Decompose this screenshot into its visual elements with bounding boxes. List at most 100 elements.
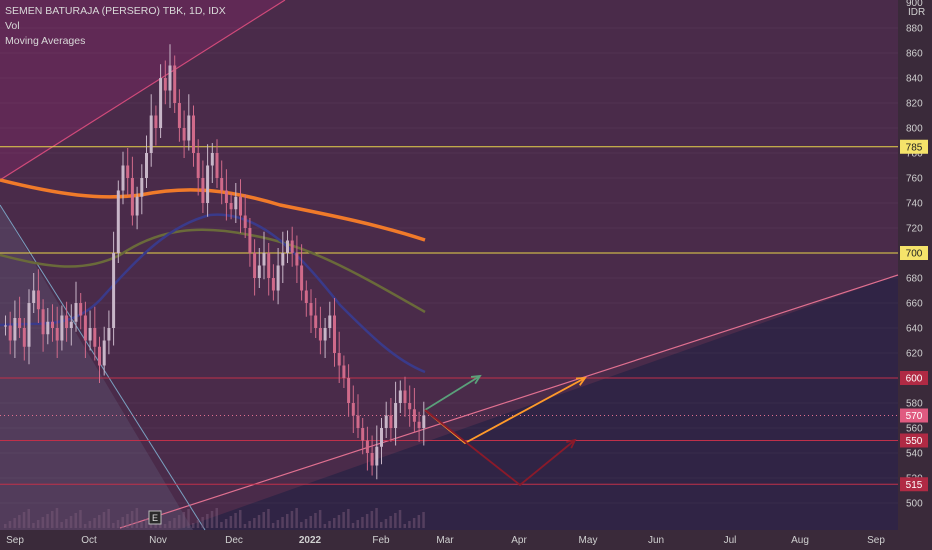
y-tick-label: 800 bbox=[906, 124, 923, 135]
candle-body bbox=[422, 415, 426, 428]
price-badge-550: 550 bbox=[900, 433, 928, 448]
volume-bar bbox=[210, 511, 214, 528]
candle-body bbox=[220, 178, 224, 191]
price-badge-label: 785 bbox=[906, 142, 923, 153]
volume-bar bbox=[196, 520, 200, 528]
y-tick-label: 640 bbox=[906, 324, 923, 335]
earnings-marker[interactable]: E bbox=[148, 510, 162, 525]
volume-bar bbox=[32, 523, 35, 528]
candle-body bbox=[93, 328, 97, 347]
candle-body bbox=[206, 165, 210, 203]
volume-bar bbox=[318, 510, 322, 528]
volume-bar bbox=[257, 515, 261, 528]
y-tick-label: 620 bbox=[906, 349, 923, 360]
volume-bar bbox=[168, 521, 171, 528]
volume-bar bbox=[41, 517, 45, 528]
volume-bar bbox=[192, 523, 195, 528]
x-tick-label: May bbox=[579, 535, 598, 546]
symbol-title[interactable]: SEMEN BATURAJA (PERSERO) TBK, 1D, IDX bbox=[5, 5, 226, 17]
candle-body bbox=[177, 103, 181, 128]
candle-body bbox=[41, 309, 45, 335]
volume-bar bbox=[314, 513, 317, 528]
volume-bar bbox=[380, 522, 383, 528]
volume-bar bbox=[215, 508, 218, 528]
candle-body bbox=[130, 178, 134, 216]
volume-bar bbox=[333, 518, 336, 528]
candle-body bbox=[333, 315, 336, 353]
volume-bar bbox=[220, 522, 223, 528]
volume-bar bbox=[102, 512, 106, 528]
volume-bar bbox=[243, 524, 247, 528]
x-tick-label: Mar bbox=[436, 535, 454, 546]
currency-label: IDR bbox=[908, 7, 925, 18]
volume-bar bbox=[262, 512, 265, 528]
y-tick-label: 860 bbox=[906, 49, 923, 60]
candle-body bbox=[140, 178, 144, 197]
volume-bar bbox=[389, 516, 392, 528]
moving-averages-indicator-label[interactable]: Moving Averages bbox=[5, 35, 86, 47]
candle-body bbox=[51, 321, 54, 328]
x-tick-label: Sep bbox=[6, 535, 24, 546]
volume-bar bbox=[145, 519, 148, 528]
candle-body bbox=[318, 328, 322, 341]
candle-body bbox=[210, 153, 214, 166]
x-tick-label: Apr bbox=[511, 535, 527, 546]
volume-bar bbox=[351, 523, 355, 528]
candle-body bbox=[342, 365, 346, 378]
candle-body bbox=[286, 240, 289, 253]
projection-arrow-red-head bbox=[566, 438, 577, 449]
price-badge-600: 600 bbox=[900, 371, 928, 385]
volume-bar bbox=[398, 510, 402, 528]
candle-body bbox=[69, 321, 73, 328]
x-tick-label: Feb bbox=[372, 535, 390, 546]
volume-indicator-label[interactable]: Vol bbox=[5, 20, 20, 32]
candle-body bbox=[262, 253, 266, 266]
candle-body bbox=[74, 303, 78, 322]
candle-body bbox=[107, 328, 111, 341]
candle-body bbox=[13, 318, 17, 341]
candle-body bbox=[304, 290, 308, 303]
volume-bar bbox=[286, 514, 289, 528]
volume-bar bbox=[267, 509, 270, 528]
x-tick-label: Jun bbox=[648, 535, 664, 546]
volume-bar bbox=[69, 516, 73, 528]
candle-body bbox=[36, 290, 40, 310]
projection-arrow-green bbox=[424, 375, 481, 411]
volume-bar bbox=[412, 518, 416, 528]
candle-body bbox=[187, 115, 191, 141]
volume-bar bbox=[361, 517, 364, 528]
candle-body bbox=[121, 165, 125, 191]
volume-bar bbox=[51, 511, 54, 528]
candle-body bbox=[323, 328, 327, 341]
volume-bar bbox=[130, 511, 134, 528]
volume-bar bbox=[304, 519, 308, 528]
projection-arrow-green-head bbox=[470, 374, 482, 385]
y-tick-label: 680 bbox=[906, 274, 923, 285]
price-badge-label: 600 bbox=[906, 374, 923, 385]
price-badge-700: 700 bbox=[900, 246, 928, 260]
lower-trendline bbox=[119, 274, 899, 529]
volume-bar bbox=[234, 513, 237, 528]
price-badge-bg bbox=[900, 477, 928, 492]
volume-bar bbox=[27, 509, 30, 528]
y-tick-label: 760 bbox=[906, 174, 923, 185]
y-tick-label: 560 bbox=[906, 424, 923, 435]
volume-bar bbox=[323, 524, 327, 528]
volume-bar bbox=[271, 523, 275, 528]
volume-bar bbox=[384, 519, 388, 528]
volume-bar bbox=[281, 517, 284, 528]
candle-body bbox=[375, 446, 379, 466]
candle-body bbox=[239, 196, 242, 216]
candle-body bbox=[65, 315, 69, 328]
volume-bar bbox=[347, 509, 350, 528]
earnings-marker-box bbox=[148, 510, 162, 525]
grid-layer bbox=[0, 27, 898, 504]
candle-body bbox=[98, 346, 101, 366]
volume-bar bbox=[88, 521, 92, 528]
volume-bar bbox=[375, 508, 378, 528]
axis-layer: 880 860 840 820 800 780 760 740 720 700 680 660 640 6… bbox=[6, 0, 928, 546]
volume-bar bbox=[224, 519, 228, 528]
volume-bar bbox=[116, 520, 120, 528]
